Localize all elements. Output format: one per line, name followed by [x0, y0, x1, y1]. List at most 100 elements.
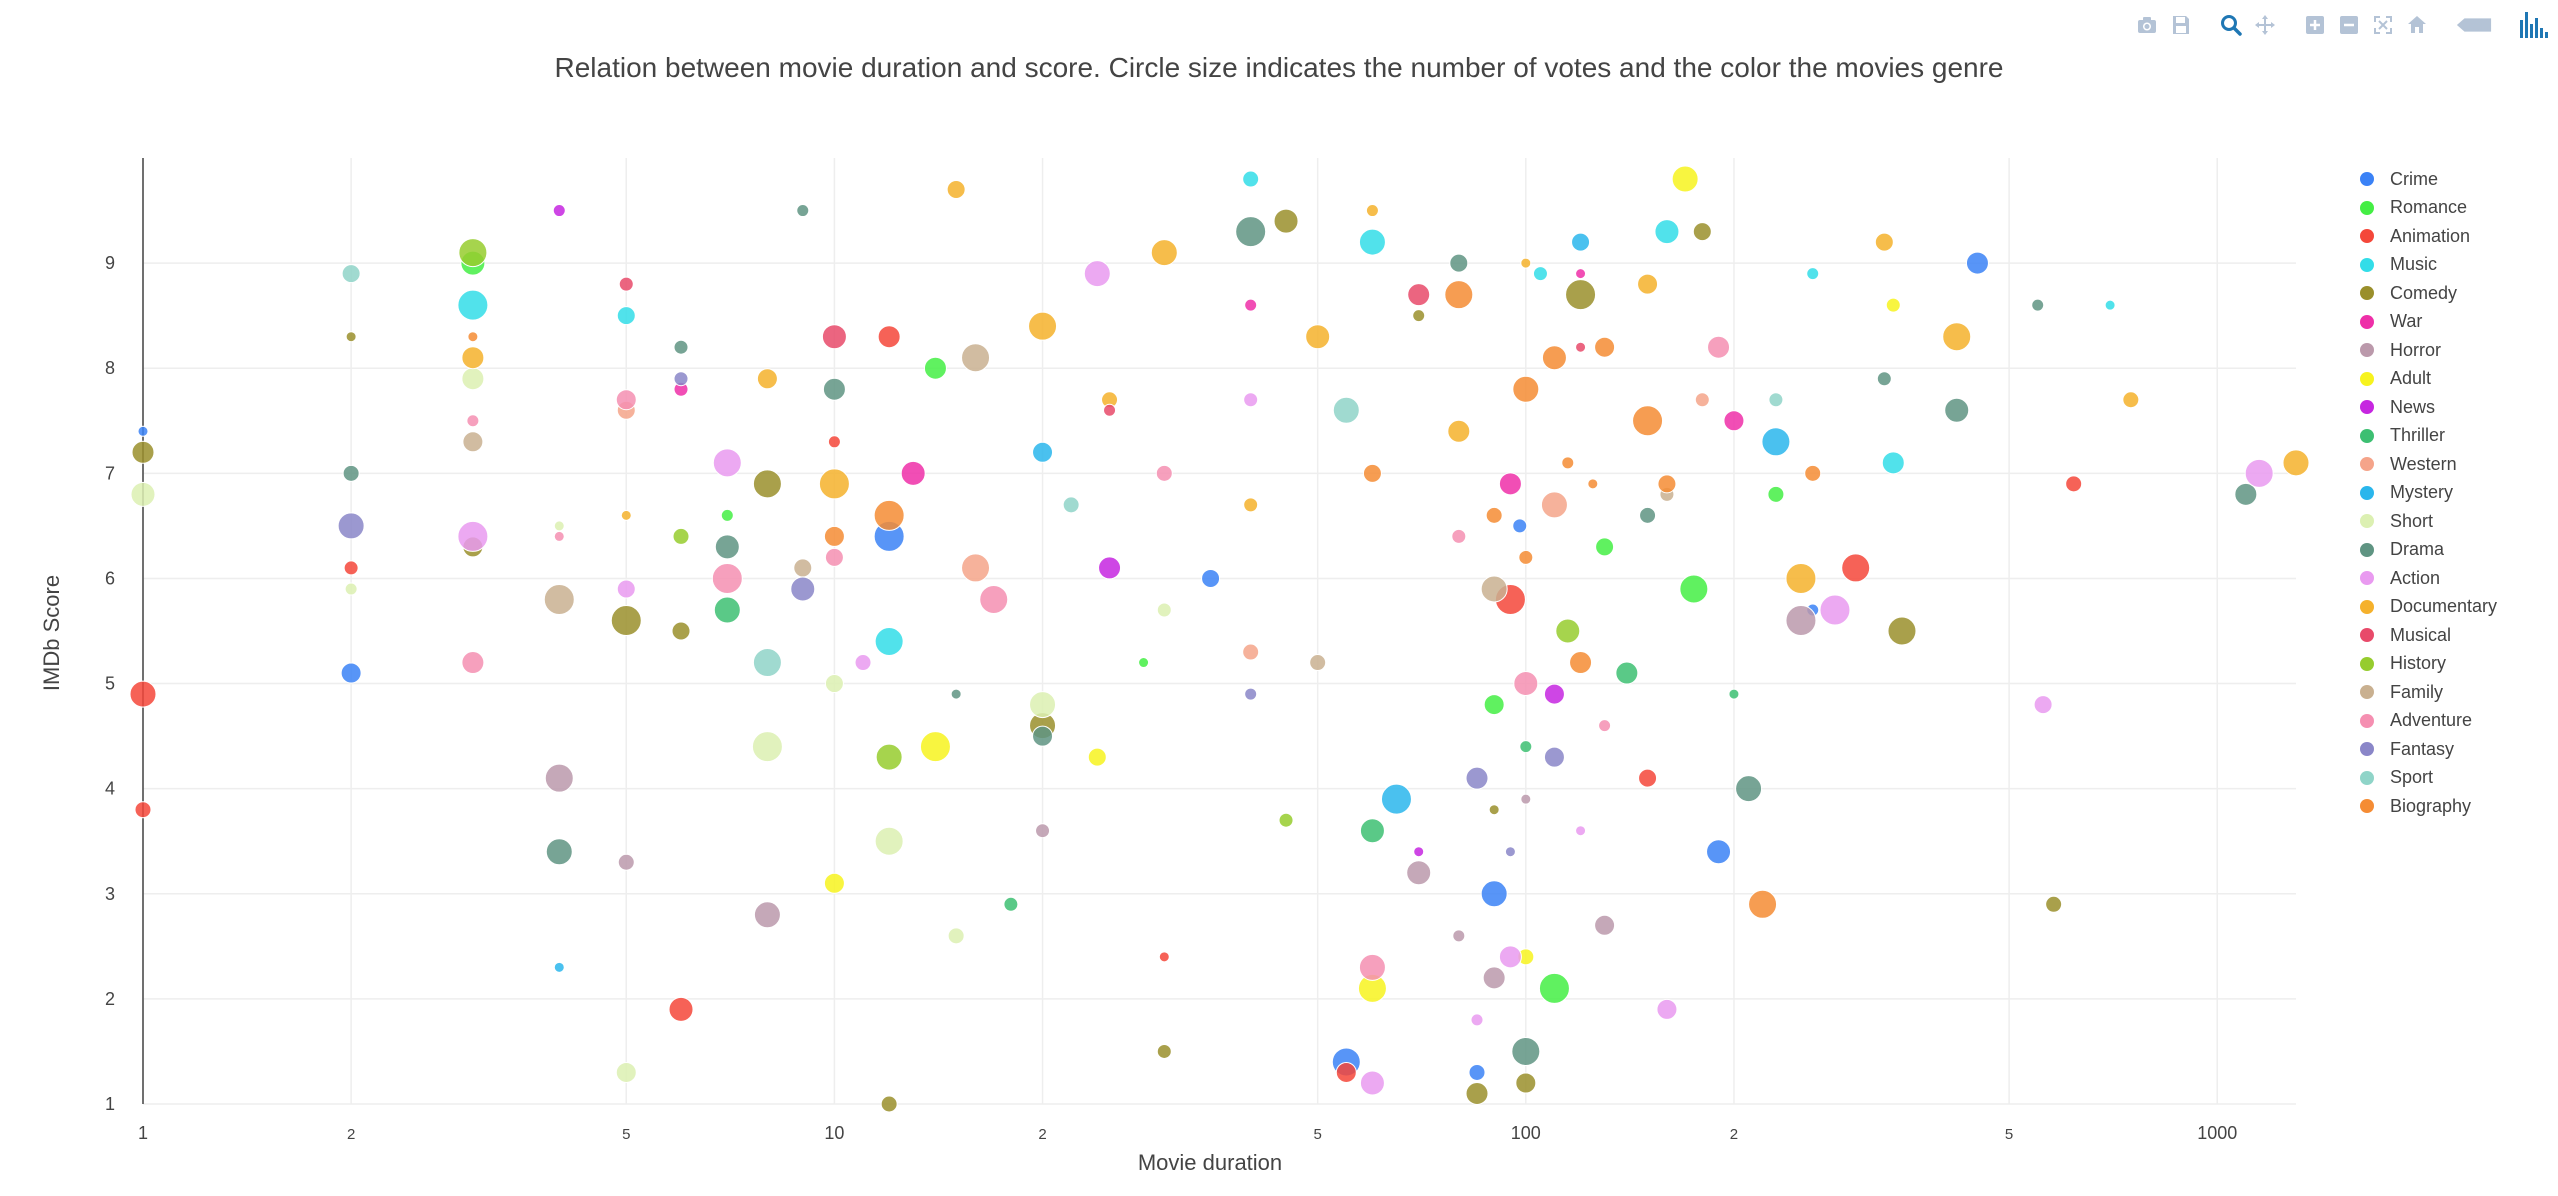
data-point[interactable]	[1504, 846, 1516, 858]
data-point[interactable]	[950, 688, 962, 700]
data-point[interactable]	[1538, 972, 1570, 1004]
legend-item-war[interactable]: War	[2356, 308, 2546, 337]
data-point[interactable]	[1150, 239, 1178, 267]
series-drama[interactable]	[342, 204, 2258, 1066]
series-musical[interactable]	[618, 276, 1587, 417]
legend-item-history[interactable]: History	[2356, 650, 2546, 679]
data-point[interactable]	[712, 448, 742, 478]
data-point[interactable]	[1540, 491, 1568, 519]
data-point[interactable]	[823, 525, 845, 547]
data-point[interactable]	[1243, 392, 1259, 408]
series-thriller[interactable]	[713, 596, 1740, 912]
series-adventure[interactable]	[461, 335, 1731, 981]
legend-item-action[interactable]: Action	[2356, 564, 2546, 593]
data-point[interactable]	[1942, 322, 1972, 352]
data-point[interactable]	[1407, 283, 1431, 307]
data-point[interactable]	[1028, 311, 1058, 341]
data-point[interactable]	[673, 371, 689, 387]
data-point[interactable]	[1561, 456, 1575, 470]
data-point[interactable]	[720, 508, 734, 522]
data-point[interactable]	[1804, 464, 1822, 482]
data-point[interactable]	[1444, 280, 1474, 310]
data-point[interactable]	[2244, 458, 2274, 488]
data-point[interactable]	[880, 1095, 898, 1113]
legend-item-short[interactable]: Short	[2356, 507, 2546, 536]
data-point[interactable]	[1819, 594, 1851, 626]
data-point[interactable]	[1767, 485, 1785, 503]
data-point[interactable]	[1273, 208, 1299, 234]
data-point[interactable]	[1365, 204, 1379, 218]
data-point[interactable]	[751, 731, 783, 763]
data-point[interactable]	[552, 204, 566, 218]
data-point[interactable]	[1748, 889, 1778, 919]
data-point[interactable]	[874, 627, 904, 657]
data-point[interactable]	[1332, 396, 1360, 424]
data-point[interactable]	[713, 596, 741, 624]
data-point[interactable]	[1480, 880, 1508, 908]
data-point[interactable]	[1515, 1072, 1537, 1094]
data-point[interactable]	[1483, 694, 1505, 716]
data-point[interactable]	[1498, 472, 1522, 496]
legend-item-fantasy[interactable]: Fantasy	[2356, 735, 2546, 764]
data-point[interactable]	[672, 527, 690, 545]
legend-item-musical[interactable]: Musical	[2356, 621, 2546, 650]
data-point[interactable]	[543, 583, 575, 615]
data-point[interactable]	[1671, 165, 1699, 193]
legend-item-animation[interactable]: Animation	[2356, 222, 2546, 251]
data-point[interactable]	[1532, 266, 1548, 282]
data-point[interactable]	[753, 901, 781, 929]
hover-closest-icon[interactable]	[2454, 12, 2494, 38]
data-point[interactable]	[131, 440, 155, 464]
data-point[interactable]	[1305, 324, 1331, 350]
data-point[interactable]	[790, 576, 816, 602]
data-point[interactable]	[1449, 253, 1469, 273]
data-point[interactable]	[553, 520, 565, 532]
data-point[interactable]	[461, 367, 485, 391]
data-point[interactable]	[1694, 392, 1710, 408]
data-point[interactable]	[1242, 643, 1260, 661]
data-point[interactable]	[2033, 695, 2053, 715]
data-point[interactable]	[1569, 651, 1593, 675]
data-point[interactable]	[961, 343, 991, 373]
data-point[interactable]	[1155, 464, 1173, 482]
data-point[interactable]	[1575, 268, 1587, 280]
data-point[interactable]	[1512, 518, 1528, 534]
data-point[interactable]	[875, 743, 903, 771]
data-point[interactable]	[461, 651, 485, 675]
data-point[interactable]	[1465, 766, 1489, 790]
data-point[interactable]	[824, 547, 844, 567]
data-point[interactable]	[1358, 953, 1386, 981]
data-point[interactable]	[615, 389, 637, 411]
series-action[interactable]	[457, 260, 2274, 1096]
legend-item-documentary[interactable]: Documentary	[2356, 593, 2546, 622]
data-point[interactable]	[1518, 549, 1534, 565]
autoscale-icon[interactable]	[2370, 12, 2396, 38]
data-point[interactable]	[671, 621, 691, 641]
legend-item-adult[interactable]: Adult	[2356, 365, 2546, 394]
series-sport[interactable]	[341, 264, 1784, 678]
data-point[interactable]	[1881, 451, 1905, 475]
data-point[interactable]	[823, 872, 845, 894]
data-point[interactable]	[1451, 528, 1467, 544]
data-point[interactable]	[752, 648, 782, 678]
data-point[interactable]	[673, 339, 689, 355]
data-point[interactable]	[1639, 506, 1657, 524]
data-point[interactable]	[461, 346, 485, 370]
data-point[interactable]	[1309, 654, 1327, 672]
data-point[interactable]	[1482, 966, 1506, 990]
data-point[interactable]	[1874, 232, 1894, 252]
data-point[interactable]	[1413, 846, 1425, 858]
data-point[interactable]	[827, 435, 841, 449]
data-point[interactable]	[615, 1061, 637, 1083]
data-point[interactable]	[1362, 463, 1382, 483]
data-point[interactable]	[1103, 403, 1117, 417]
series-history[interactable]	[458, 238, 1581, 828]
data-point[interactable]	[466, 414, 480, 428]
data-point[interactable]	[1083, 260, 1111, 288]
home-icon[interactable]	[2404, 12, 2430, 38]
series-horror[interactable]	[544, 604, 1817, 990]
data-point[interactable]	[1156, 1043, 1172, 1059]
data-point[interactable]	[2122, 391, 2140, 409]
data-point[interactable]	[1594, 914, 1616, 936]
data-point[interactable]	[1406, 860, 1432, 886]
